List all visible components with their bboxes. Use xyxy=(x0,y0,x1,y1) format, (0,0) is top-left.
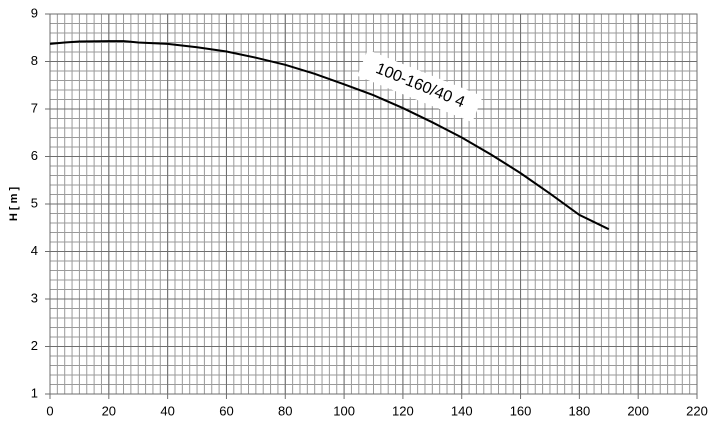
x-tick-label: 20 xyxy=(102,403,116,418)
y-tick-label: 2 xyxy=(31,338,38,353)
y-tick-label: 9 xyxy=(31,5,38,20)
x-tick-label: 120 xyxy=(392,403,414,418)
y-axis-label: H [ m ] xyxy=(8,187,20,222)
curve xyxy=(49,40,610,231)
x-tick-label: 140 xyxy=(451,403,473,418)
x-tick-label: 60 xyxy=(219,403,233,418)
y-tick-label: 7 xyxy=(31,100,38,115)
x-tick-label: 180 xyxy=(569,403,591,418)
plot-border xyxy=(49,13,698,395)
y-tick-label: 1 xyxy=(31,385,38,400)
y-tick-label: 6 xyxy=(31,148,38,163)
x-tick-label: 40 xyxy=(160,403,174,418)
x-tick-label: 80 xyxy=(278,403,292,418)
x-tick-label: 100 xyxy=(333,403,355,418)
curve-label: 100-160/40 4 xyxy=(357,49,483,123)
x-tick-label: 200 xyxy=(627,403,649,418)
y-tick-label: 5 xyxy=(31,195,38,210)
x-tick-label: 220 xyxy=(686,403,708,418)
y-tick-label: 4 xyxy=(31,243,38,258)
y-tick-label: 8 xyxy=(31,53,38,68)
x-tick-label: 160 xyxy=(510,403,532,418)
label-box xyxy=(357,49,483,123)
x-tick-label: 0 xyxy=(46,403,53,418)
y-tick-label: 3 xyxy=(31,290,38,305)
